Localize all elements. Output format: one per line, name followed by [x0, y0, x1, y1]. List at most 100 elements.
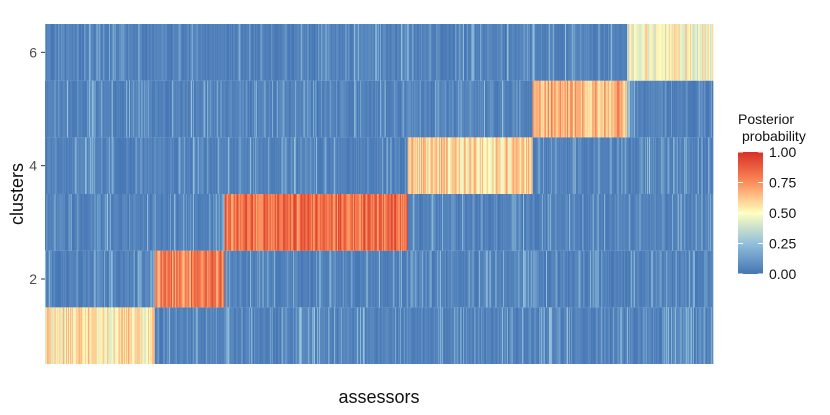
heatmap-cell [136, 24, 138, 81]
heatmap-cell [297, 250, 300, 308]
heatmap-cell [482, 307, 484, 364]
heatmap-cell [579, 194, 581, 251]
heatmap-cell [628, 137, 630, 194]
heatmap-cell [297, 80, 300, 138]
heatmap-cell [280, 307, 283, 364]
heatmap-cell [571, 80, 574, 138]
heatmap-cell [603, 194, 605, 251]
heatmap-cell [65, 194, 68, 251]
heatmap-cell [278, 80, 281, 138]
heatmap-cell [484, 307, 487, 364]
heatmap-cell [545, 24, 547, 81]
heatmap-cell [352, 250, 354, 308]
heatmap-cell [301, 137, 303, 194]
heatmap-cell [224, 194, 226, 251]
heatmap-cell [294, 80, 296, 138]
heatmap-cell [96, 250, 98, 308]
heatmap-cell [159, 137, 161, 194]
heatmap-cell [499, 137, 501, 194]
heatmap-cell [701, 80, 703, 138]
heatmap-cell [278, 250, 281, 308]
heatmap-cell [112, 194, 115, 251]
heatmap-cell [499, 80, 501, 138]
heatmap-cell [95, 137, 97, 194]
heatmap-cell [557, 307, 559, 364]
heatmap-cell [146, 307, 148, 364]
heatmap-cell [135, 194, 137, 251]
heatmap-cell [569, 137, 572, 194]
heatmap-cell [108, 80, 111, 138]
heatmap-cell [191, 194, 194, 251]
heatmap-cell [259, 24, 262, 81]
heatmap-cell [150, 137, 153, 194]
heatmap-cell [536, 194, 538, 251]
heatmap-cell [86, 24, 88, 81]
heatmap-cell [185, 250, 187, 308]
heatmap-cell [321, 307, 324, 364]
heatmap-cell [504, 80, 507, 138]
heatmap-cell [93, 194, 95, 251]
heatmap-cell [296, 194, 299, 251]
heatmap-cell [52, 194, 54, 251]
heatmap-cell [539, 80, 541, 138]
heatmap-cell [541, 250, 543, 308]
heatmap-cell [66, 307, 69, 364]
heatmap-cell [73, 194, 75, 251]
heatmap-cell [111, 250, 114, 308]
heatmap-cell [82, 307, 84, 364]
heatmap-cell [348, 307, 350, 364]
heatmap-cell [583, 307, 585, 364]
heatmap-cell [64, 194, 66, 251]
heatmap-cell [255, 80, 258, 138]
heatmap-cell [500, 307, 502, 364]
heatmap-cell [399, 24, 402, 81]
heatmap-cell [141, 137, 143, 194]
heatmap-cell [64, 24, 66, 81]
heatmap-cell [232, 80, 234, 138]
heatmap-cell [336, 307, 338, 364]
heatmap-cell [50, 137, 53, 194]
heatmap-cell [502, 137, 504, 194]
heatmap-cell [646, 307, 648, 364]
heatmap-cell [403, 194, 406, 251]
heatmap-cell [255, 137, 258, 194]
heatmap-cell [227, 137, 229, 194]
heatmap-cell [207, 250, 209, 308]
heatmap-cell [696, 24, 699, 81]
heatmap-cell [546, 194, 548, 251]
heatmap-cell [651, 80, 654, 138]
heatmap-cell [567, 250, 570, 308]
heatmap-cell [110, 194, 113, 251]
heatmap-cell [340, 250, 343, 308]
heatmap-cell [657, 194, 659, 251]
heatmap-cell [348, 194, 350, 251]
heatmap-cell [165, 250, 167, 308]
heatmap-cell [356, 250, 358, 308]
heatmap-cell [212, 80, 214, 138]
heatmap-cell [445, 250, 448, 308]
heatmap-cell [468, 80, 470, 138]
heatmap-cell [336, 24, 338, 81]
heatmap-cell [554, 250, 556, 308]
heatmap-cell [261, 137, 263, 194]
heatmap-cell [404, 80, 407, 138]
heatmap-cell [484, 250, 487, 308]
heatmap-cell [463, 24, 466, 81]
heatmap-cell [500, 250, 502, 308]
heatmap-cell [572, 194, 575, 251]
heatmap-cell [113, 24, 116, 81]
heatmap-cell [625, 307, 627, 364]
heatmap-cell [186, 137, 188, 194]
heatmap-cell [123, 194, 125, 251]
heatmap-cell [420, 80, 423, 138]
heatmap-cell [208, 250, 210, 308]
heatmap-cell [232, 194, 234, 251]
heatmap-cell [481, 307, 483, 364]
heatmap-cell [462, 307, 465, 364]
heatmap-cell [265, 307, 267, 364]
heatmap-cell [706, 137, 708, 194]
heatmap-cell [652, 250, 655, 308]
heatmap-cell [54, 80, 56, 138]
heatmap-cell [97, 250, 99, 308]
heatmap-cell [686, 80, 688, 138]
